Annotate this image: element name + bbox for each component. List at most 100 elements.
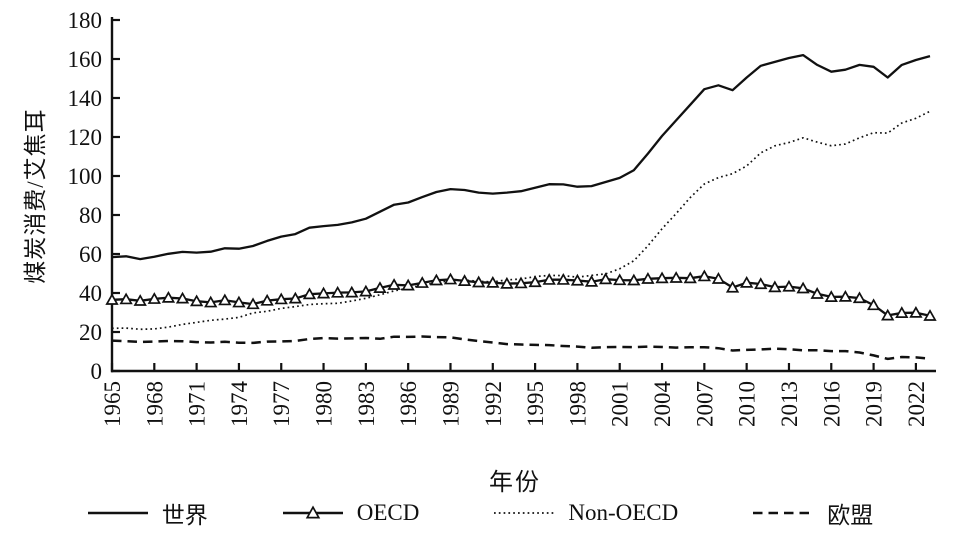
y-axis-title: 煤炭消费/艾焦耳 — [23, 108, 48, 284]
legend-label-non-oecd: Non-OECD — [568, 500, 679, 525]
oecd-marker — [147, 292, 161, 304]
x-tick-label: 2001 — [608, 381, 633, 427]
legend-item-oecd: OECD — [282, 500, 419, 526]
oecd-marker — [866, 298, 881, 311]
x-tick-label: 1983 — [354, 381, 379, 427]
oecd-marker — [669, 271, 683, 283]
y-tick-label: 20 — [79, 320, 102, 345]
legend-label-world: 世界 — [161, 503, 208, 528]
y-tick-label: 140 — [68, 86, 103, 111]
triangle-line-swatch-icon — [282, 505, 343, 519]
oecd-marker — [302, 287, 317, 300]
x-tick-label: 1992 — [481, 381, 506, 427]
oecd-marker — [584, 274, 599, 287]
x-tick-label: 2010 — [735, 381, 760, 427]
oecd-marker — [556, 273, 570, 285]
oecd-marker — [613, 273, 627, 286]
oecd-marker — [232, 295, 246, 308]
oecd-marker — [796, 281, 810, 294]
oecd-marker — [810, 287, 824, 299]
y-tick-label: 60 — [79, 242, 102, 267]
oecd-marker — [189, 294, 204, 307]
x-tick-label: 1968 — [142, 381, 167, 427]
legend-label-eu: 欧盟 — [827, 503, 874, 528]
x-tick-label: 1995 — [523, 381, 548, 427]
oecd-marker — [598, 272, 613, 285]
oecd-marker — [133, 294, 147, 306]
oecd-marker — [401, 278, 415, 291]
oecd-marker — [754, 277, 768, 290]
y-tick-label: 100 — [68, 164, 103, 189]
oecd-marker — [514, 276, 528, 289]
x-tick-label: 2019 — [862, 381, 887, 427]
oecd-marker — [204, 295, 218, 308]
x-tick-label: 1977 — [269, 381, 294, 427]
x-tick-label: 1989 — [438, 381, 463, 427]
oecd-marker — [881, 308, 895, 321]
oecd-marker — [119, 292, 133, 305]
oecd-marker — [359, 284, 373, 297]
oecd-marker — [570, 273, 585, 286]
oecd-marker — [218, 293, 232, 306]
x-tick-label: 1974 — [227, 381, 252, 428]
legend: 世界 OECD Non-OECD 欧盟 — [0, 496, 960, 530]
oecd-marker — [655, 271, 669, 284]
oecd-marker — [528, 275, 542, 288]
oecd-marker — [895, 306, 909, 318]
oecd-marker — [500, 276, 514, 289]
x-tick-label: 1998 — [565, 381, 590, 427]
y-tick-label: 180 — [68, 8, 103, 33]
oecd-marker — [782, 279, 796, 292]
x-tick-label: 2022 — [904, 381, 929, 427]
dashed-line-swatch-icon — [753, 511, 814, 515]
oecd-marker — [429, 273, 444, 286]
oecd-marker — [443, 272, 458, 285]
oecd-marker — [415, 276, 429, 288]
oecd-marker — [711, 272, 726, 284]
oecd-marker — [923, 309, 937, 321]
solid-line-swatch-icon — [87, 511, 148, 515]
oecd-marker — [739, 275, 754, 288]
legend-item-world: 世界 — [87, 496, 208, 530]
legend-item-eu: 欧盟 — [752, 496, 873, 530]
x-tick-label: 2007 — [692, 381, 717, 427]
y-tick-label: 0 — [91, 359, 103, 384]
x-tick-label: 1980 — [312, 381, 337, 427]
oecd-marker — [274, 292, 288, 305]
oecd-marker — [486, 275, 500, 288]
oecd-marker — [725, 280, 740, 293]
oecd-marker — [345, 285, 359, 298]
oecd-marker — [175, 291, 190, 304]
x-tick-label: 2013 — [777, 381, 802, 427]
oecd-marker — [373, 281, 387, 293]
legend-item-non-oecd: Non-OECD — [493, 500, 678, 526]
x-tick-label: 2016 — [819, 381, 844, 427]
oecd-marker — [697, 269, 712, 282]
y-tick-label: 80 — [79, 203, 102, 228]
x-tick-label: 1971 — [185, 381, 210, 427]
oecd-marker — [627, 273, 641, 286]
x-tick-label: 2004 — [650, 381, 675, 428]
oecd-marker — [246, 297, 260, 310]
oecd-marker — [838, 289, 853, 302]
oecd-marker — [330, 285, 345, 298]
oecd-marker — [472, 275, 486, 288]
dotted-line-swatch-icon — [494, 512, 555, 514]
oecd-marker — [909, 305, 923, 318]
oecd-marker — [683, 271, 697, 284]
oecd-marker — [288, 291, 303, 304]
y-tick-label: 120 — [68, 125, 103, 150]
series-world-line — [111, 53, 931, 261]
oecd-marker — [542, 273, 556, 285]
plot-area: 0 20 40 60 80 100 120 140 160 180 1965 1968 1971 1974… — [68, 8, 937, 428]
oecd-marker — [105, 293, 119, 305]
oecd-marker — [161, 290, 176, 303]
y-tick-label: 160 — [68, 47, 103, 72]
x-tick-label: 1986 — [396, 381, 421, 427]
series-non-oecd-line — [111, 110, 931, 331]
x-tick-label: 1965 — [100, 381, 125, 427]
oecd-marker — [387, 278, 401, 290]
oecd-marker — [824, 290, 838, 302]
oecd-marker — [457, 274, 472, 286]
series-eu-line — [111, 335, 931, 361]
